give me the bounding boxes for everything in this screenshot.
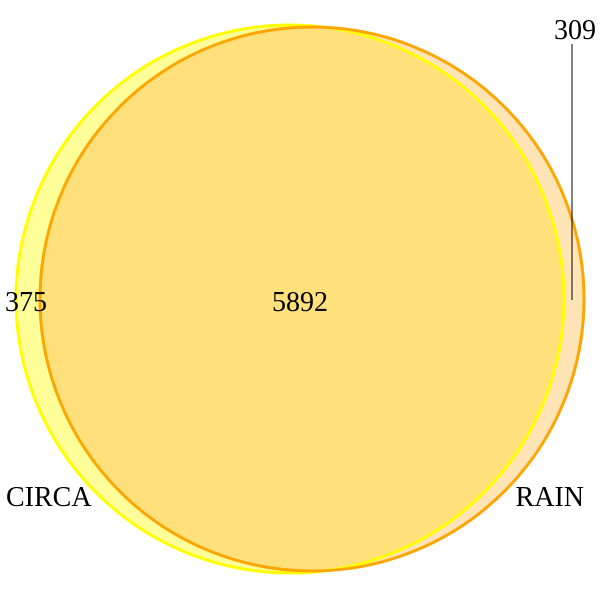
overlap-region [40, 27, 564, 571]
rain-set-label: RAIN [516, 482, 584, 513]
circa-circle-outline [14, 23, 566, 575]
circa-set-label: CIRCA [6, 482, 92, 513]
rain-circle-outline [38, 25, 586, 573]
circa-only-count: 375 [5, 287, 47, 318]
rain-only-count: 309 [554, 15, 596, 46]
intersection-count: 5892 [272, 287, 328, 318]
